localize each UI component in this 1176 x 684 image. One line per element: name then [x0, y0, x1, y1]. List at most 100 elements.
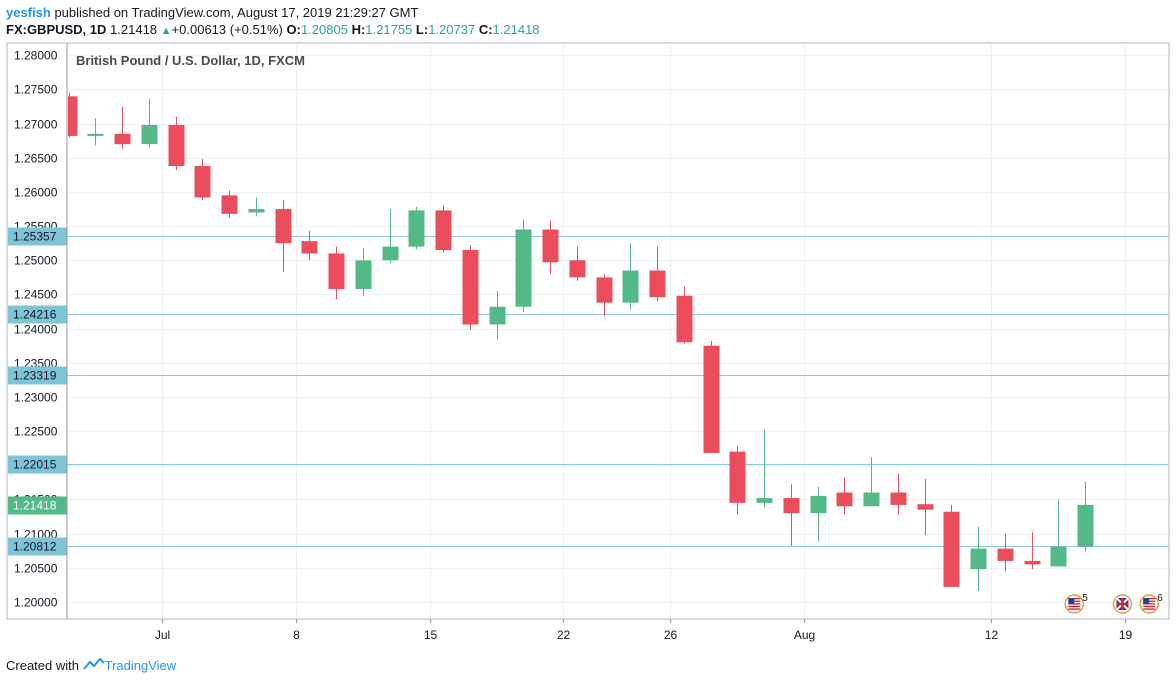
- candle-up: [141, 98, 158, 148]
- level-price-label: 1.22015: [13, 458, 57, 472]
- last-price-tag: [8, 496, 67, 515]
- level-price-label: 1.24216: [13, 308, 57, 322]
- candle-down: [596, 273, 613, 317]
- candle-body: [810, 496, 827, 514]
- horizontal-levels: [67, 236, 1169, 547]
- candle-body: [435, 210, 452, 251]
- flag-stripe: [1143, 605, 1156, 608]
- close-label: C:: [478, 22, 493, 37]
- close-value: 1.21418: [492, 22, 540, 37]
- candle-body: [943, 511, 960, 587]
- footer: Created with TradingView: [6, 657, 177, 673]
- last-price: 1.21418: [110, 22, 158, 37]
- candle-down: [836, 477, 853, 515]
- tradingview-link[interactable]: TradingView: [104, 658, 177, 673]
- high-value: 1.21755: [365, 22, 413, 37]
- y-tick-label: 1.24000: [14, 323, 58, 337]
- candle-body: [408, 210, 425, 247]
- candle-down: [997, 533, 1014, 572]
- candle-body: [141, 124, 158, 145]
- candle-body: [462, 250, 479, 325]
- candle-down: [917, 478, 934, 535]
- x-tick-label: Jul: [155, 628, 170, 642]
- level-price-tag: [8, 305, 67, 324]
- candle-body: [301, 241, 318, 254]
- candle-up: [248, 197, 265, 216]
- y-tick-label: 1.28000: [14, 49, 58, 63]
- candle-up: [622, 243, 639, 310]
- candle-down: [783, 484, 800, 546]
- candle-up: [1050, 499, 1067, 567]
- candle-body: [1077, 504, 1094, 547]
- level-price-label: 1.23319: [13, 369, 57, 383]
- flag-canton: [1143, 598, 1150, 604]
- candle-down: [328, 246, 345, 300]
- us-flag-icon: 6: [1139, 593, 1163, 614]
- candle-down: [703, 340, 720, 453]
- level-price-tag: [8, 366, 67, 385]
- flag-cross: [1116, 598, 1129, 610]
- arrow-up-icon: ▲: [160, 25, 172, 37]
- candle-body: [328, 253, 345, 289]
- candle-body: [275, 209, 292, 244]
- created-with-text: Created with: [6, 658, 79, 673]
- grid: [67, 43, 1169, 619]
- level-price-label: 1.20812: [13, 540, 57, 554]
- candle-body: [756, 498, 773, 503]
- candle-body: [1024, 560, 1041, 565]
- author-link[interactable]: yesfish: [6, 5, 51, 20]
- candle-down: [729, 446, 746, 515]
- flag-stripe: [1068, 608, 1081, 610]
- candle-down: [569, 246, 586, 281]
- low-value: 1.20737: [428, 22, 476, 37]
- candle-body: [569, 260, 586, 278]
- candle-body: [489, 306, 506, 325]
- candle-up: [489, 291, 506, 340]
- candle-up: [863, 457, 880, 507]
- symbol-label: FX:GBPUSD, 1D: [6, 22, 107, 37]
- y-tick-label: 1.26000: [14, 186, 58, 200]
- chart-title: British Pound / U.S. Dollar, 1D, FXCM: [76, 53, 305, 68]
- x-tick-label: 19: [1119, 628, 1133, 642]
- candle-body: [836, 492, 853, 507]
- candle-down: [542, 220, 559, 274]
- candle-up: [408, 206, 425, 250]
- event-count: 6: [1157, 593, 1163, 604]
- candle-body: [221, 195, 238, 214]
- candle-body: [382, 246, 399, 261]
- tradingview-logo-icon: [82, 657, 105, 673]
- candle-body: [87, 133, 104, 136]
- candle-body: [596, 277, 613, 303]
- candle-up: [756, 429, 773, 508]
- candle-down: [1024, 532, 1041, 570]
- candle-body: [676, 295, 693, 343]
- candle-down: [890, 473, 907, 515]
- candle-body: [622, 270, 639, 303]
- y-tick-label: 1.24500: [14, 288, 58, 302]
- x-tick-label: Aug: [794, 628, 815, 642]
- candle-down: [649, 246, 666, 302]
- candle-down: [943, 504, 960, 587]
- event-count: 5: [1082, 593, 1088, 604]
- level-price-label: 1.25357: [13, 230, 57, 244]
- y-tick-label: 1.27500: [14, 83, 58, 97]
- candle-down: [435, 205, 452, 253]
- candle-down: [676, 286, 693, 344]
- price-labels: 1.25357 1.24216 1.23319 1.22015 1.20812 1.214…: [8, 227, 67, 556]
- candle-body: [114, 133, 131, 145]
- x-axis-labels: Jul 8 15 22 26 Aug 12 19: [155, 619, 1133, 642]
- low-label: L:: [415, 22, 429, 37]
- y-tick-label: 1.27000: [14, 118, 58, 132]
- y-tick-label: 1.22500: [14, 425, 58, 439]
- candles: [68, 92, 1094, 591]
- flag-canton: [1068, 598, 1075, 604]
- candle-down: [114, 106, 131, 149]
- candle-body: [997, 548, 1014, 561]
- y-tick-label: 1.26500: [14, 152, 58, 166]
- chart-frame: [6, 42, 1170, 620]
- candle-series: [68, 92, 1094, 591]
- candle-body: [355, 260, 372, 289]
- level-price-tag: [8, 227, 67, 246]
